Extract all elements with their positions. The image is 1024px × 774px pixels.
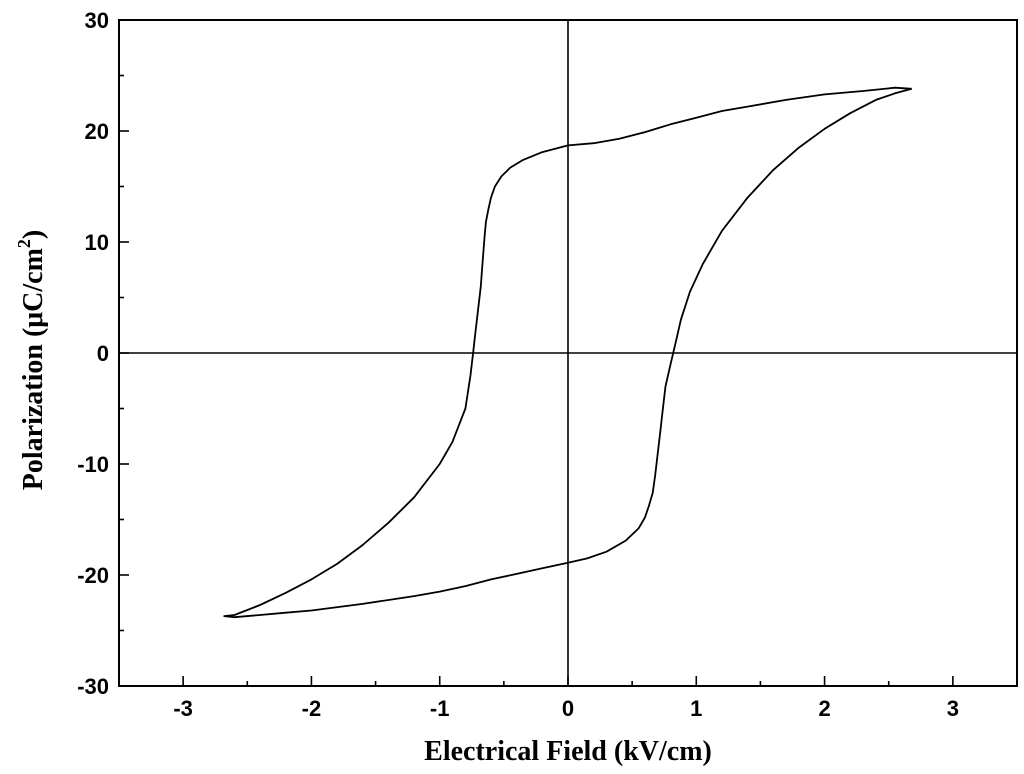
- y-axis-title: Polarization (μC/cm2): [14, 230, 49, 490]
- y-tick-label: -20: [77, 563, 109, 588]
- y-tick-label: 30: [85, 8, 109, 33]
- x-tick-label: 3: [947, 696, 959, 721]
- x-axis-title: Electrical Field (kV/cm): [424, 736, 712, 767]
- x-tick-label: -3: [173, 696, 193, 721]
- x-tick-label: 1: [690, 696, 702, 721]
- x-tick-label: 0: [562, 696, 574, 721]
- y-tick-label: -10: [77, 452, 109, 477]
- hysteresis-loop-line: [223, 86, 913, 619]
- y-axis-title-main: Polarization (μC/cm: [18, 248, 49, 490]
- y-axis-title-superscript: 2: [14, 239, 34, 248]
- y-tick-label: 20: [85, 119, 109, 144]
- y-tick-label: 0: [97, 341, 109, 366]
- y-tick-label: -30: [77, 674, 109, 699]
- x-tick-label: -1: [430, 696, 450, 721]
- y-tick-label: 10: [85, 230, 109, 255]
- x-tick-label: 2: [818, 696, 830, 721]
- y-axis-title-close: ): [18, 230, 49, 239]
- x-tick-label: -2: [302, 696, 322, 721]
- axis-ticks: [118, 19, 1018, 687]
